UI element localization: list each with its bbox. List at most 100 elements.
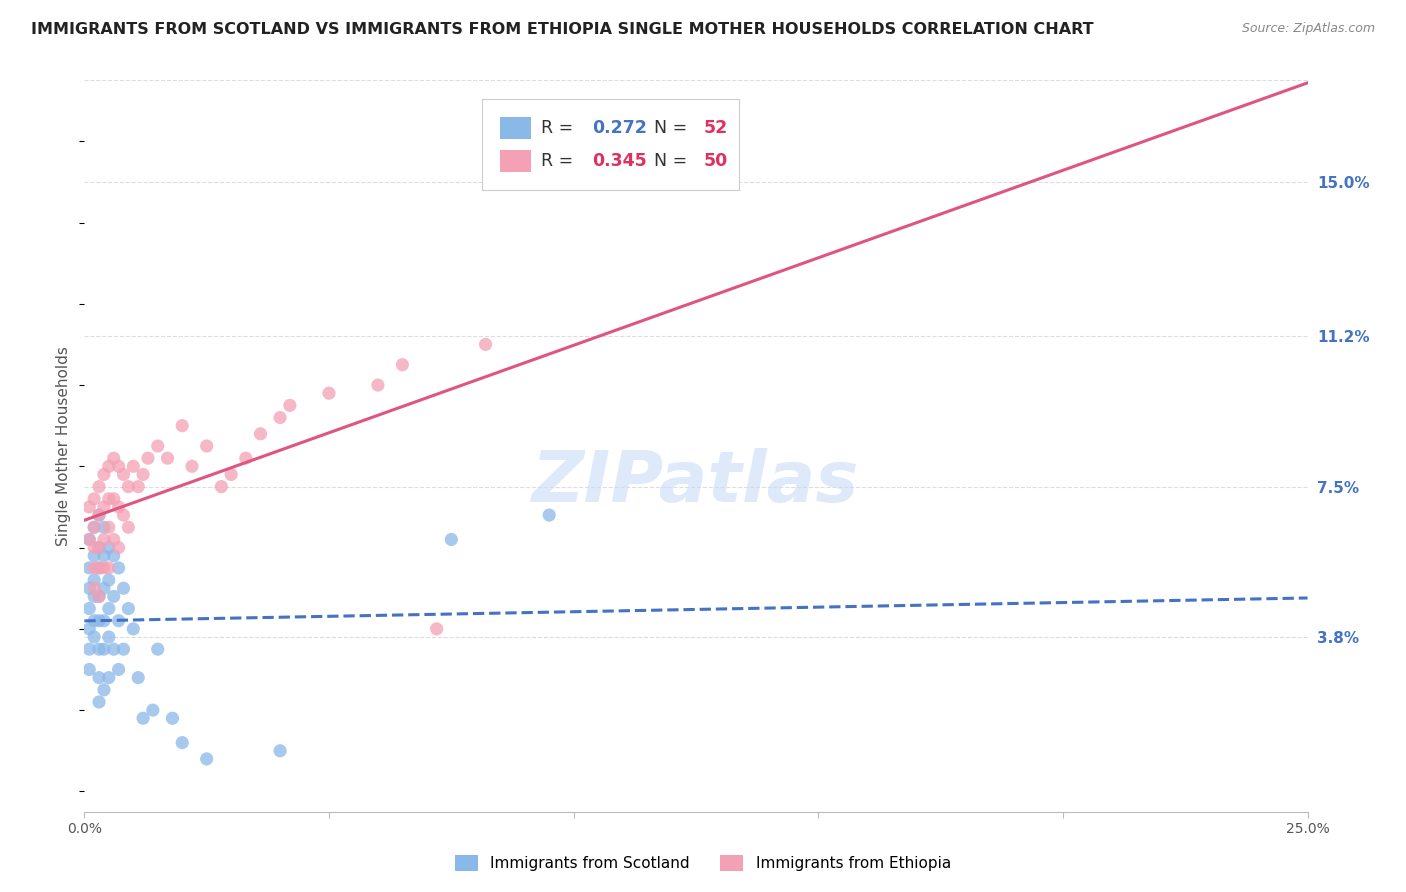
FancyBboxPatch shape: [501, 117, 531, 139]
Point: [219, 467, 242, 482]
Text: N =: N =: [654, 119, 693, 136]
Point: [77, 642, 100, 657]
Point: [146, 642, 169, 657]
Point: [112, 581, 135, 595]
Point: [107, 459, 129, 474]
Text: 50: 50: [703, 152, 727, 169]
Text: ZIPatlas: ZIPatlas: [533, 448, 859, 517]
Point: [117, 520, 139, 534]
Point: [87, 561, 110, 575]
Point: [122, 459, 145, 474]
Point: [97, 671, 120, 685]
Point: [249, 426, 271, 441]
Point: [132, 711, 155, 725]
Point: [93, 500, 115, 514]
Point: [103, 533, 125, 547]
Point: [93, 581, 115, 595]
Point: [181, 459, 204, 474]
Point: [426, 622, 449, 636]
Point: [162, 711, 184, 725]
Point: [87, 590, 110, 604]
Point: [127, 480, 149, 494]
Text: IMMIGRANTS FROM SCOTLAND VS IMMIGRANTS FROM ETHIOPIA SINGLE MOTHER HOUSEHOLDS CO: IMMIGRANTS FROM SCOTLAND VS IMMIGRANTS F…: [31, 22, 1094, 37]
Point: [93, 642, 115, 657]
Point: [93, 520, 115, 534]
Text: 0.272: 0.272: [592, 119, 647, 136]
Point: [87, 541, 110, 555]
Point: [142, 703, 165, 717]
Point: [103, 549, 125, 563]
Point: [318, 386, 340, 401]
Point: [77, 500, 100, 514]
Point: [136, 451, 159, 466]
Point: [146, 439, 169, 453]
Point: [97, 491, 120, 506]
Point: [440, 533, 463, 547]
Point: [83, 590, 105, 604]
Point: [107, 561, 129, 575]
Point: [538, 508, 561, 522]
Point: [235, 451, 257, 466]
Point: [87, 642, 110, 657]
Point: [83, 491, 105, 506]
Point: [87, 480, 110, 494]
Point: [269, 410, 291, 425]
Point: [474, 337, 496, 351]
Point: [97, 561, 120, 575]
Point: [77, 533, 100, 547]
Point: [83, 541, 105, 555]
Point: [77, 601, 100, 615]
Point: [367, 378, 389, 392]
Point: [97, 541, 120, 555]
Point: [87, 695, 110, 709]
Point: [195, 752, 218, 766]
Point: [132, 467, 155, 482]
Point: [117, 480, 139, 494]
Point: [122, 622, 145, 636]
Point: [87, 590, 110, 604]
Point: [97, 573, 120, 587]
Point: [107, 541, 129, 555]
Point: [93, 682, 115, 697]
Point: [103, 491, 125, 506]
Point: [391, 358, 413, 372]
Point: [127, 671, 149, 685]
Point: [97, 520, 120, 534]
Point: [77, 663, 100, 677]
Point: [103, 451, 125, 466]
Point: [209, 480, 232, 494]
Point: [269, 744, 291, 758]
Point: [83, 520, 105, 534]
Point: [87, 671, 110, 685]
Text: N =: N =: [654, 152, 693, 169]
Point: [107, 614, 129, 628]
Point: [103, 642, 125, 657]
Point: [93, 561, 115, 575]
Point: [107, 500, 129, 514]
Point: [112, 508, 135, 522]
Point: [87, 508, 110, 522]
Point: [97, 630, 120, 644]
Point: [156, 451, 179, 466]
Point: [172, 736, 194, 750]
Point: [83, 520, 105, 534]
Text: R =: R =: [541, 152, 578, 169]
Point: [77, 533, 100, 547]
Point: [97, 459, 120, 474]
Point: [172, 418, 194, 433]
Point: [83, 630, 105, 644]
Text: R =: R =: [541, 119, 578, 136]
Point: [87, 508, 110, 522]
Point: [87, 561, 110, 575]
Point: [103, 590, 125, 604]
Point: [195, 439, 218, 453]
FancyBboxPatch shape: [482, 99, 738, 190]
Text: Source: ZipAtlas.com: Source: ZipAtlas.com: [1241, 22, 1375, 36]
Point: [77, 622, 100, 636]
Legend: Immigrants from Scotland, Immigrants from Ethiopia: Immigrants from Scotland, Immigrants fro…: [449, 849, 957, 877]
Point: [93, 533, 115, 547]
Point: [117, 601, 139, 615]
Text: 0.345: 0.345: [592, 152, 647, 169]
Point: [107, 663, 129, 677]
Point: [77, 561, 100, 575]
